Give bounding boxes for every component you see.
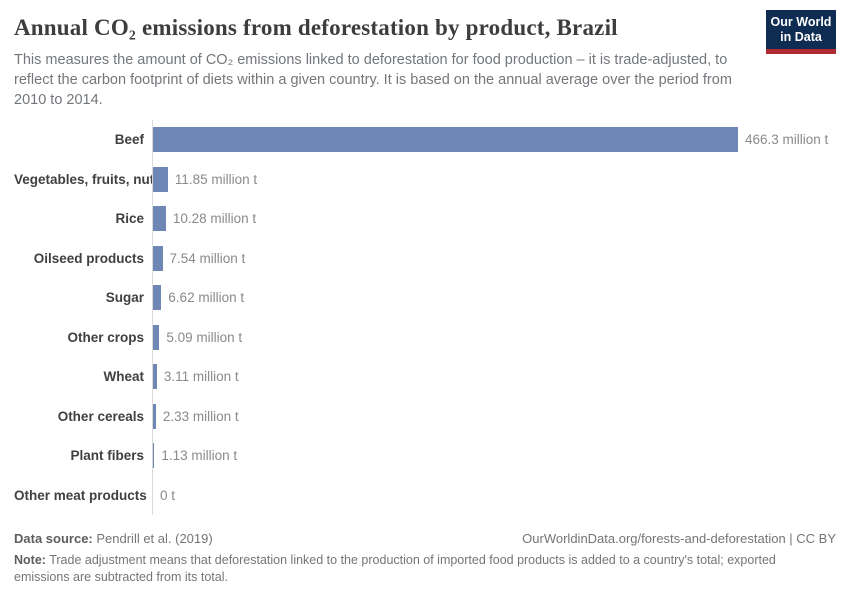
category-label: Oilseed products: [33, 250, 144, 266]
chart-row: Plant fibers 1.13 million t: [14, 435, 836, 476]
chart-row: Other crops 5.09 million t: [14, 317, 836, 357]
footer-note: Note: Trade adjustment means that defore…: [14, 552, 826, 587]
chart-rows: Beef 466.3 million t Vegetables, fruits, n…: [14, 119, 836, 515]
category-label: Beef: [114, 132, 144, 147]
plot-area: 0 t: [152, 475, 836, 515]
category-label: Other cereals: [57, 408, 144, 424]
value-label: 7.54 million t: [169, 250, 246, 266]
value-label: 6.62 million t: [168, 290, 245, 305]
data-source: Data source: Pendrill et al. (2019): [14, 531, 213, 546]
category-label: Sugar: [105, 290, 144, 305]
plot-area: 2.33 million t: [152, 396, 836, 436]
note-text: Trade adjustment means that deforestatio…: [14, 552, 776, 585]
chart-row: Beef 466.3 million t: [14, 119, 836, 160]
plot-area: 10.28 million t: [152, 198, 836, 239]
category-label: Rice: [115, 211, 144, 226]
category-label: Other crops: [67, 329, 144, 345]
value-label: 3.11 million t: [163, 369, 239, 384]
category-label: Plant fibers: [70, 448, 144, 463]
attribution-link[interactable]: OurWorldinData.org/forests-and-deforesta…: [522, 530, 836, 546]
chart-row: Rice 10.28 million t: [14, 198, 836, 239]
chart-row: Other meat products 0 t: [14, 475, 836, 515]
value-label: 1.13 million t: [161, 448, 238, 463]
owid-logo-line1: Our World: [770, 15, 832, 29]
chart-footer: Data source: Pendrill et al. (2019) OurW…: [14, 531, 836, 587]
category-label: Wheat: [103, 369, 145, 384]
chart-row: Other cereals 2.33 million t: [14, 396, 836, 436]
plot-area: 7.54 million t: [152, 238, 836, 278]
footer-source-line: Data source: Pendrill et al. (2019) OurW…: [14, 531, 836, 546]
value-label: 10.28 million t: [172, 211, 257, 226]
bar: [153, 245, 163, 271]
owid-logo-line2: in Data: [780, 30, 822, 44]
plot-area: 11.85 million t: [152, 159, 836, 199]
chart-header: Annual CO₂ emissions from deforestation …: [14, 0, 836, 110]
bar: [153, 324, 160, 350]
owid-logo: Our World in Data: [766, 10, 836, 54]
value-label: 2.33 million t: [162, 408, 239, 424]
bar: [153, 364, 157, 389]
category-label: Other meat products: [14, 487, 147, 503]
data-source-label: Data source:: [14, 530, 93, 546]
page-title: Annual CO₂ emissions from deforestation …: [14, 15, 618, 40]
bar: [153, 206, 166, 231]
value-label: 466.3 million t: [745, 132, 829, 147]
bar: [153, 166, 168, 192]
chart-row: Oilseed products 7.54 million t: [14, 238, 836, 278]
value-label: 0 t: [160, 487, 176, 503]
note-label: Note:: [14, 552, 46, 567]
plot-area: 3.11 million t: [152, 356, 836, 397]
data-source-text: Pendrill et al. (2019): [92, 530, 213, 546]
chart-row: Vegetables, fruits, nuts 11.85 million t: [14, 159, 836, 199]
bar: [153, 285, 162, 310]
bar: [153, 127, 738, 152]
value-label: 11.85 million t: [174, 171, 258, 187]
bar: [153, 403, 156, 429]
plot-area: 6.62 million t: [152, 277, 836, 318]
category-label: Vegetables, fruits, nuts: [14, 171, 162, 187]
value-label: 5.09 million t: [166, 329, 243, 345]
chart-subtitle: This measures the amount of CO₂ emission…: [14, 51, 732, 108]
owid-logo-text: Our World in Data: [766, 10, 836, 49]
bar-chart: Beef 466.3 million t Vegetables, fruits, n…: [14, 119, 836, 515]
plot-area: 5.09 million t: [152, 317, 836, 357]
bar: [153, 443, 155, 468]
chart-row: Wheat 3.11 million t: [14, 356, 836, 397]
plot-area: 466.3 million t: [152, 119, 836, 160]
chart-row: Sugar 6.62 million t: [14, 277, 836, 318]
plot-area: 1.13 million t: [152, 435, 836, 476]
